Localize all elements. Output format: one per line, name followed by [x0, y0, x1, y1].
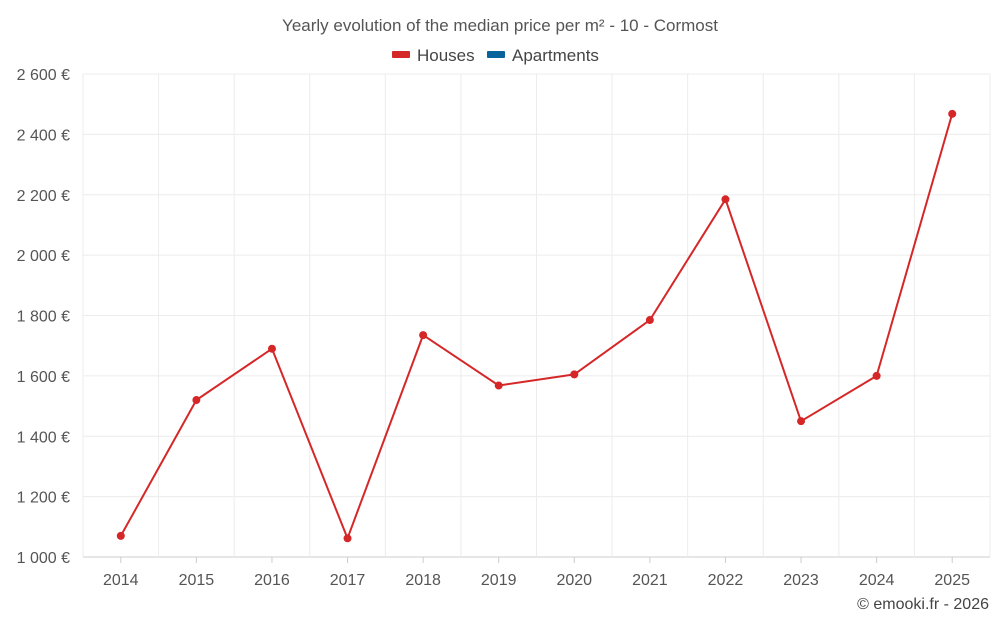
data-point-houses[interactable] — [267, 344, 276, 353]
chart-title: Yearly evolution of the median price per… — [282, 16, 718, 35]
x-tick-label: 2019 — [481, 572, 517, 589]
legend-item-houses[interactable]: Houses — [392, 46, 475, 65]
y-tick-label: 2 400 € — [17, 127, 70, 144]
data-point-houses[interactable] — [494, 381, 503, 390]
y-tick-label: 1 000 € — [17, 550, 70, 567]
x-tick-label: 2022 — [708, 572, 744, 589]
y-tick-label: 1 200 € — [17, 490, 70, 507]
legend-swatch-apartments — [487, 51, 505, 58]
y-tick-label: 1 400 € — [17, 429, 70, 446]
x-tick-label: 2023 — [783, 572, 819, 589]
x-tick-label: 2014 — [103, 572, 139, 589]
y-tick-label: 1 800 € — [17, 309, 70, 326]
x-tick-label: 2018 — [405, 572, 441, 589]
series-line-houses — [119, 113, 954, 540]
data-point-houses[interactable] — [419, 331, 428, 340]
y-tick-label: 2 000 € — [17, 248, 70, 265]
y-tick-label: 1 600 € — [17, 369, 70, 386]
x-tick-label: 2016 — [254, 572, 290, 589]
y-axis: 1 000 € 1 200 € 1 400 € 1 600 € 1 800 € 2 000… — [17, 67, 70, 567]
y-tick-label: 2 200 € — [17, 188, 70, 205]
data-point-houses[interactable] — [721, 195, 730, 204]
data-point-houses[interactable] — [343, 534, 352, 543]
y-tick-label: 2 600 € — [17, 67, 70, 84]
data-point-houses[interactable] — [872, 371, 881, 380]
x-tick-label: 2020 — [556, 572, 592, 589]
x-tick-label: 2015 — [179, 572, 215, 589]
data-point-houses[interactable] — [192, 396, 201, 405]
legend-label-houses: Houses — [417, 46, 475, 65]
legend-swatch-houses — [392, 51, 410, 58]
data-point-houses[interactable] — [645, 316, 654, 325]
x-axis: 2014 2015 2016 2017 2018 2019 2020 2021 2022 2023… — [103, 557, 970, 589]
series-houses — [116, 109, 957, 543]
legend-item-apartments[interactable]: Apartments — [487, 46, 599, 65]
legend-label-apartments: Apartments — [512, 46, 599, 65]
legend: Houses Apartments — [392, 46, 599, 65]
x-tick-label: 2021 — [632, 572, 668, 589]
credit: © emooki.fr - 2026 — [857, 596, 989, 613]
x-tick-label: 2017 — [330, 572, 366, 589]
x-tick-label: 2025 — [934, 572, 970, 589]
grid — [82, 73, 991, 558]
x-tick-label: 2024 — [859, 572, 895, 589]
data-point-houses[interactable] — [116, 531, 125, 540]
data-point-houses[interactable] — [948, 109, 957, 118]
data-point-houses[interactable] — [570, 370, 579, 379]
data-point-houses[interactable] — [797, 417, 806, 426]
